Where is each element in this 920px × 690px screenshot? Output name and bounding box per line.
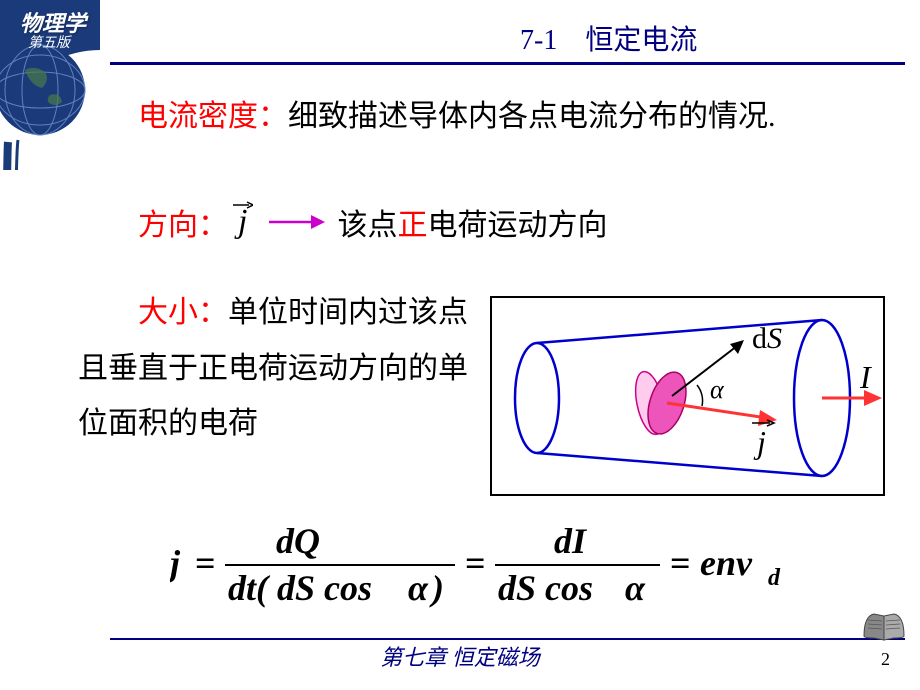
j-label: j <box>753 424 766 460</box>
svg-text:dI: dI <box>554 521 588 561</box>
svg-text:): ) <box>429 568 444 608</box>
svg-text:=: = <box>195 543 216 583</box>
magnitude-text: 单位时间内过该点且垂直于正电荷运动方向的单位面积的电荷 <box>78 296 468 440</box>
footer-chapter: 第七章 恒定磁场 <box>0 640 920 672</box>
equation: j = dQ dt( dS cos α ) = dI dS cos α = en… <box>170 515 870 615</box>
svg-text:dt( dS cos: dt( dS cos <box>228 568 372 608</box>
j-vector-symbol: j <box>238 203 247 241</box>
magnitude-label: 大小： <box>138 296 228 329</box>
direction-text-2: 电荷运动方向 <box>427 200 607 244</box>
magnitude-paragraph: 大小：单位时间内过该点且垂直于正电荷运动方向的单位面积的电荷 <box>78 285 478 452</box>
svg-text:j: j <box>170 543 181 583</box>
svg-text:dS cos: dS cos <box>498 568 593 608</box>
I-label: I <box>859 359 872 395</box>
section-header: 7-1 恒定电流 <box>520 18 697 58</box>
direction-text-1: 该点 <box>337 200 397 244</box>
direction-label: 方向： <box>138 200 228 244</box>
direction-text-red: 正 <box>397 200 427 244</box>
page-number: 2 <box>881 649 890 670</box>
alpha-label: α <box>710 375 725 404</box>
svg-text:α: α <box>625 568 646 608</box>
svg-text:env: env <box>700 543 753 583</box>
header-rule <box>110 62 905 65</box>
svg-text:α: α <box>408 568 429 608</box>
term-current-density: 电流密度： <box>138 100 288 133</box>
book-icon <box>860 606 910 646</box>
svg-text:d: d <box>768 565 781 591</box>
dS-label: dS <box>752 322 782 355</box>
svg-text:=: = <box>465 543 486 583</box>
implies-arrow-icon <box>267 212 327 232</box>
edition-label: 第五版 <box>28 32 70 52</box>
current-density-diagram: dS α I j <box>490 296 885 496</box>
direction-line: 方向： j 该点正电荷运动方向 <box>78 200 898 244</box>
paragraph-1: 电流密度：细致描述导体内各点电流分布的情况. <box>78 90 898 144</box>
p1-text: 细致描述导体内各点电流分布的情况. <box>288 100 776 133</box>
svg-text:=: = <box>670 543 691 583</box>
svg-text:dQ: dQ <box>276 521 320 561</box>
